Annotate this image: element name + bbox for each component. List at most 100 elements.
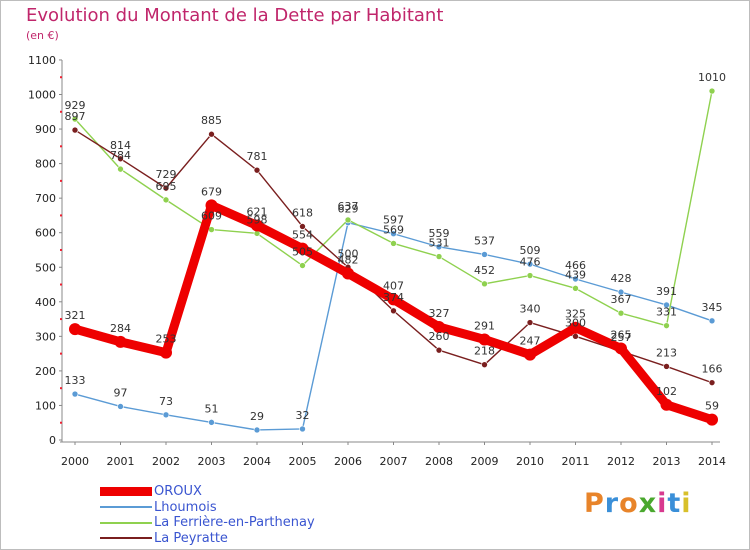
y-tick-label: 200 [35, 365, 56, 378]
data-label: 166 [702, 363, 723, 376]
data-point [708, 317, 716, 325]
data-label: 729 [156, 168, 177, 181]
legend-swatch [100, 506, 152, 509]
brand-letter: i [681, 488, 692, 519]
data-point [390, 240, 397, 247]
y-tick-label: 1100 [28, 54, 56, 67]
y-tick-label: 500 [35, 261, 56, 274]
x-tick-label: 2013 [653, 455, 681, 468]
data-label: 340 [520, 303, 541, 316]
data-label: 598 [247, 213, 268, 226]
data-point [663, 363, 670, 370]
x-tick-label: 2001 [107, 455, 135, 468]
data-point [526, 260, 534, 268]
x-tick-label: 2000 [61, 455, 89, 468]
x-tick-label: 2006 [334, 455, 362, 468]
legend-label: OROUX [154, 484, 202, 500]
data-label: 374 [383, 291, 404, 304]
x-tick-label: 2003 [198, 455, 226, 468]
data-point [572, 285, 579, 292]
data-label: 1010 [698, 71, 726, 84]
data-point [390, 230, 397, 238]
data-label: 345 [702, 301, 723, 314]
data-point [435, 346, 443, 354]
y-minor-tick [60, 283, 62, 286]
data-label: 618 [292, 206, 313, 219]
data-point [71, 126, 79, 134]
data-point [706, 413, 718, 426]
y-tick-label: 400 [35, 296, 56, 309]
data-labels: 133 97 73 51 29 32 629 597 559 537 509 466 428 391 345… [65, 71, 727, 423]
data-label: 265 [611, 328, 632, 341]
data-label: 321 [65, 309, 86, 322]
data-label: 621 [247, 205, 268, 218]
y-minor-tick [60, 110, 62, 113]
legend-item: La Peyratte [100, 531, 315, 547]
data-label: 407 [383, 279, 404, 292]
data-point [253, 166, 261, 174]
data-label: 679 [201, 185, 222, 198]
data-label: 569 [383, 223, 404, 236]
data-label: 325 [565, 308, 586, 321]
data-label: 781 [247, 150, 268, 163]
y-tick-label: 600 [35, 227, 56, 240]
data-point [299, 425, 306, 433]
data-point [160, 346, 172, 359]
y-tick-label: 300 [35, 330, 56, 343]
data-point [71, 115, 79, 123]
legend-label: Lhoumois [154, 499, 217, 515]
data-label: 300 [565, 316, 586, 329]
brand-letter: P [584, 488, 605, 519]
data-label: 637 [338, 200, 359, 213]
data-point [387, 293, 400, 306]
data-label: 897 [65, 110, 86, 123]
data-point [299, 262, 306, 269]
data-label: 32 [296, 409, 310, 422]
data-point [296, 242, 309, 255]
y-tick-label: 800 [35, 158, 56, 171]
data-label: 482 [338, 253, 359, 266]
data-point [663, 301, 670, 309]
data-label: 509 [520, 244, 541, 257]
data-point [615, 342, 627, 355]
data-label: 476 [520, 256, 541, 269]
data-point [617, 288, 625, 296]
y-minor-tick [60, 421, 62, 424]
brand-letter: o [619, 488, 639, 519]
y-minor-tick [60, 179, 62, 182]
data-point [251, 219, 263, 232]
y-tick-label: 0 [49, 434, 56, 447]
data-label: 531 [429, 237, 450, 250]
data-point [342, 267, 354, 280]
legend-swatch [100, 487, 152, 497]
data-label: 885 [201, 114, 222, 127]
data-label: 51 [205, 402, 219, 415]
data-label: 247 [520, 335, 541, 348]
data-label: 428 [611, 272, 632, 285]
y-minor-tick [60, 214, 62, 217]
data-point [617, 309, 625, 317]
data-point [572, 275, 579, 283]
data-label: 500 [338, 247, 359, 260]
data-point [708, 379, 716, 386]
brand-letter: i [657, 488, 668, 519]
data-label: 559 [429, 227, 450, 240]
data-point [481, 251, 488, 258]
data-point [663, 322, 670, 329]
x-tick-label: 2004 [243, 455, 271, 468]
data-point [299, 223, 306, 230]
data-label: 331 [656, 306, 677, 319]
data-label: 29 [250, 410, 264, 423]
data-point [117, 165, 124, 173]
data-point [569, 321, 582, 334]
data-label: 260 [429, 330, 450, 343]
brand-letter: x [638, 488, 658, 519]
data-label: 695 [156, 180, 177, 193]
data-point [435, 253, 443, 260]
data-point [117, 403, 124, 410]
data-label: 59 [705, 400, 719, 413]
data-label: 257 [611, 331, 632, 344]
data-point [205, 199, 218, 212]
